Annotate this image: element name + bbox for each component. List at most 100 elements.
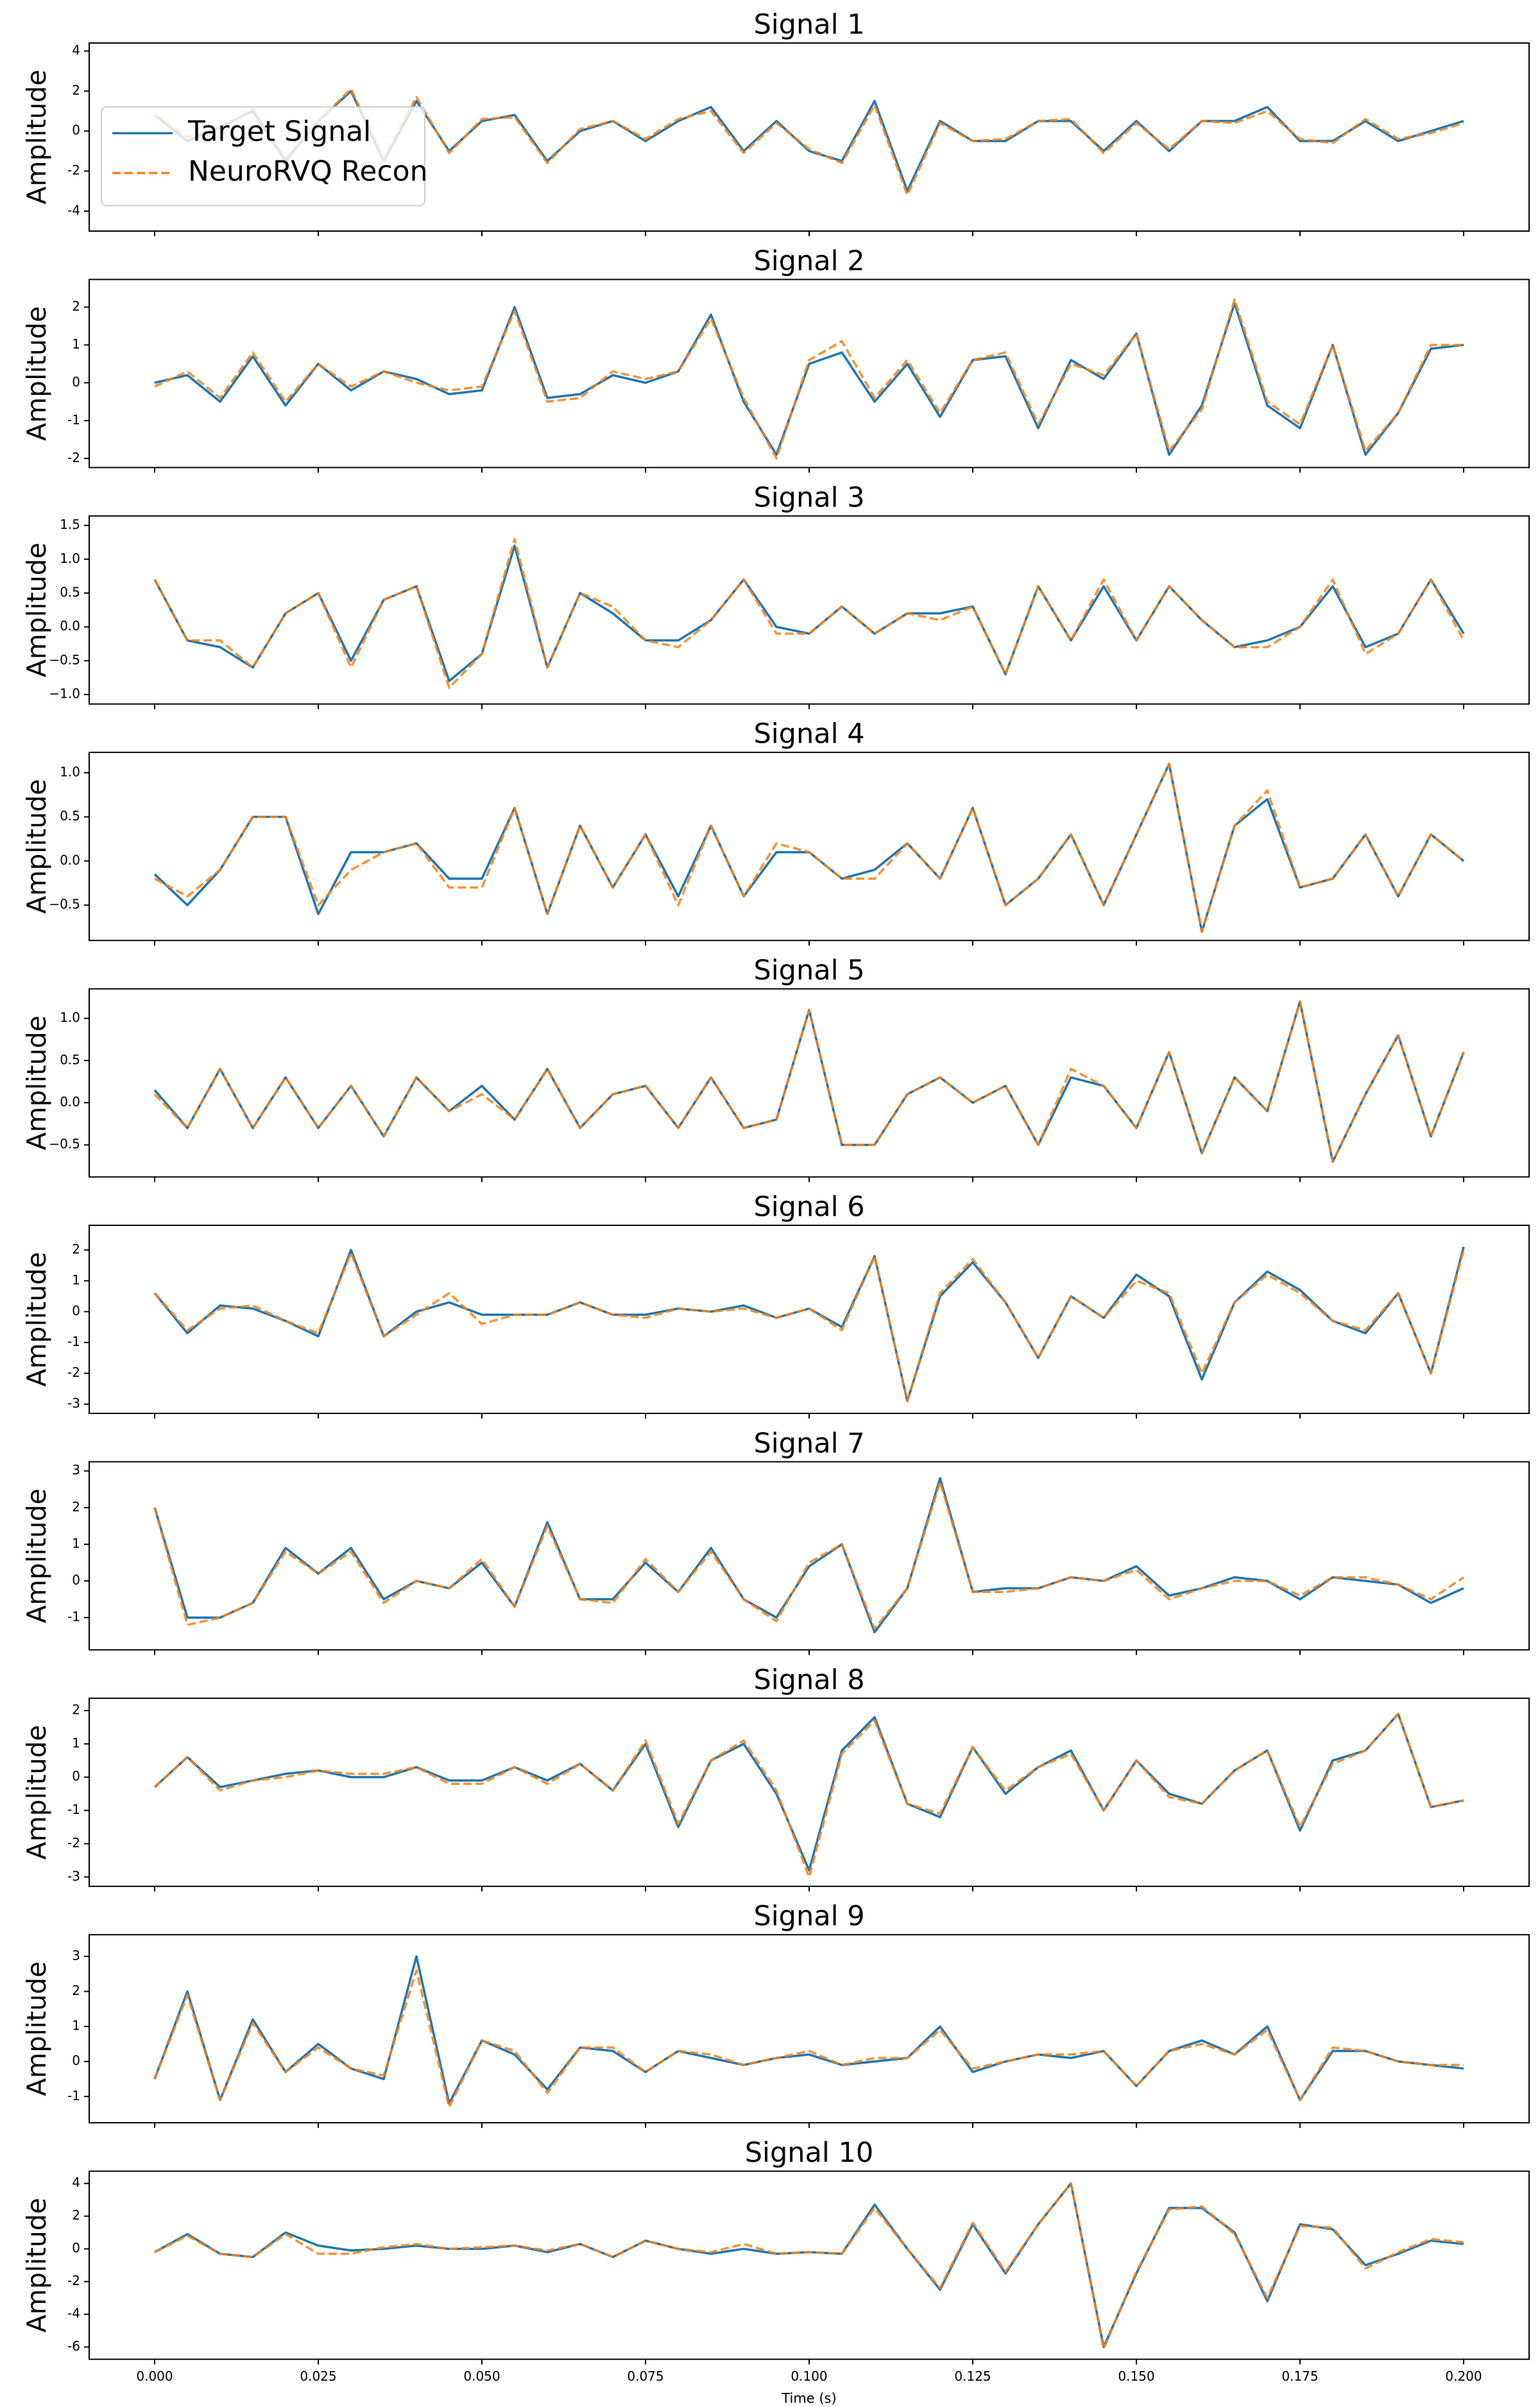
y-tick-label: -4 — [67, 202, 80, 218]
y-tick-label: 1.0 — [60, 551, 80, 566]
subplot-title: Signal 3 — [753, 481, 864, 513]
subplot: Signal 1 Amplitude -4 -2 0 2 4 Target Signal Neu… — [21, 9, 1530, 236]
y-axis-label: Amplitude — [21, 69, 52, 204]
y-tick-label: -1 — [67, 2088, 80, 2103]
y-tick-label: −0.5 — [49, 1136, 80, 1152]
y-tick-label: 3 — [72, 1948, 80, 1963]
y-tick-label: 2 — [72, 82, 80, 98]
y-tick-label: 1.0 — [60, 764, 80, 779]
y-tick-label: 2 — [72, 298, 80, 314]
y-axis-label: Amplitude — [21, 1962, 52, 2096]
axes-frame — [89, 1225, 1530, 1414]
axes-frame — [89, 1461, 1530, 1651]
x-tick-label: 0.025 — [300, 2368, 336, 2384]
y-tick-label: −0.5 — [49, 652, 80, 668]
y-tick-label: 2 — [72, 1702, 80, 1717]
y-tick-label: 4 — [72, 42, 80, 58]
axes-frame — [89, 752, 1530, 942]
x-tick-label: 0.200 — [1445, 2368, 1482, 2384]
subplot: Signal 3 Amplitude −1.0 −0.5 0.0 0.5 1.0 1.5 — [21, 481, 1530, 709]
subplot: Signal 5 Amplitude−0.5 0.0 0.5 1.0 — [21, 954, 1530, 1182]
y-tick-label: 0.5 — [60, 1052, 80, 1067]
y-tick-label: 4 — [72, 2175, 80, 2190]
y-tick-label: 0.0 — [60, 852, 80, 868]
axes-frame — [89, 279, 1530, 469]
y-tick-label: 0 — [72, 1303, 80, 1318]
x-tick-label: 0.050 — [463, 2368, 500, 2384]
legend-label: Target Signal — [187, 116, 371, 148]
subplot: Signal 8 Amplitude -3 -2 -1 0 1 2 — [21, 1664, 1530, 1892]
series-line — [154, 2182, 1464, 2350]
subplot-title: Signal 8 — [753, 1664, 864, 1696]
series-line — [153, 1969, 1464, 2109]
subplot: Signal 10 Amplitude -6 -4 -2 0 2 4 0.000 0.025 0.0… — [21, 2137, 1530, 2406]
y-tick-label: 0.5 — [60, 584, 80, 600]
y-axis-label: Amplitude — [21, 1015, 52, 1150]
axes-frame — [89, 1697, 1530, 1887]
y-tick-label: 2 — [72, 1983, 80, 1998]
y-tick-label: -2 — [67, 2273, 80, 2288]
y-tick-label: -2 — [67, 1835, 80, 1851]
x-axis-label: Time (s) — [781, 2391, 836, 2406]
y-tick-label: −1.0 — [49, 686, 80, 702]
y-axis-label: Amplitude — [21, 306, 52, 441]
y-axis-label: Amplitude — [21, 1252, 52, 1386]
x-tick-label: 0.125 — [954, 2368, 991, 2384]
y-tick-label: 0 — [72, 2240, 80, 2256]
subplot: Signal 7 Amplitude -1 0 1 2 3 — [21, 1428, 1530, 1655]
x-tick-label: 0.000 — [136, 2368, 173, 2384]
x-tick-label: 0.175 — [1281, 2368, 1318, 2384]
y-axis-label: Amplitude — [21, 542, 52, 677]
y-tick-label: 0 — [72, 1768, 80, 1784]
subplot-title: Signal 5 — [753, 954, 864, 987]
y-tick-label: −0.5 — [49, 897, 80, 912]
y-tick-label: 1 — [72, 1272, 80, 1288]
axes-frame — [89, 515, 1530, 705]
y-tick-label: 2 — [72, 1241, 80, 1257]
subplot-title: Signal 9 — [753, 1901, 864, 1933]
y-tick-label: -4 — [67, 2306, 80, 2321]
series-line — [153, 1713, 1464, 1879]
subplot: Signal 9 Amplitude -1 0 1 2 3 — [21, 1901, 1530, 2128]
y-tick-label: 0 — [72, 374, 80, 390]
y-tick-label: -6 — [67, 2338, 80, 2354]
x-tick-label: 0.075 — [627, 2368, 663, 2384]
axes-frame — [89, 2170, 1530, 2360]
y-tick-label: -2 — [67, 162, 80, 178]
subplot-title: Signal 1 — [753, 9, 864, 41]
y-tick-label: 0.5 — [60, 808, 80, 824]
series-line — [153, 537, 1465, 689]
subplot-title: Signal 4 — [753, 718, 864, 750]
y-tick-label: -1 — [67, 1334, 80, 1349]
series-line — [153, 1000, 1465, 1163]
axes-frame — [89, 988, 1530, 1178]
y-tick-label: 1 — [72, 1735, 80, 1750]
y-tick-label: 0 — [72, 123, 80, 138]
legend-label: NeuroRVQ Recon — [188, 155, 427, 188]
series-line — [153, 1713, 1464, 1872]
series-line — [154, 298, 1464, 460]
x-tick-label: 0.150 — [1118, 2368, 1154, 2384]
subplot-title: Signal 7 — [753, 1428, 864, 1460]
y-tick-label: 3 — [72, 1462, 80, 1478]
y-tick-label: -1 — [67, 1609, 80, 1625]
subplot: Signal 2 Amplitude -2 -1 0 1 2 — [21, 245, 1530, 473]
x-tick-label: 0.100 — [791, 2368, 827, 2384]
y-tick-label: -1 — [67, 1802, 80, 1817]
legend-box — [101, 106, 425, 207]
y-tick-label: -3 — [67, 1395, 80, 1411]
axes-frame — [89, 42, 1530, 232]
y-tick-label: -1 — [67, 412, 80, 427]
subplot-title: Signal 10 — [745, 2137, 873, 2169]
subplot-title: Signal 6 — [753, 1191, 864, 1223]
y-tick-label: -2 — [67, 450, 80, 465]
subplot-title: Signal 2 — [753, 245, 864, 277]
subplot: Signal 4 Amplitude−0.5 0.0 0.5 1.0 — [21, 718, 1530, 946]
y-tick-label: 0.0 — [60, 1094, 80, 1109]
axes-frame — [89, 1934, 1530, 2124]
y-tick-label: -2 — [67, 1365, 80, 1380]
y-tick-label: 1 — [72, 1535, 80, 1551]
